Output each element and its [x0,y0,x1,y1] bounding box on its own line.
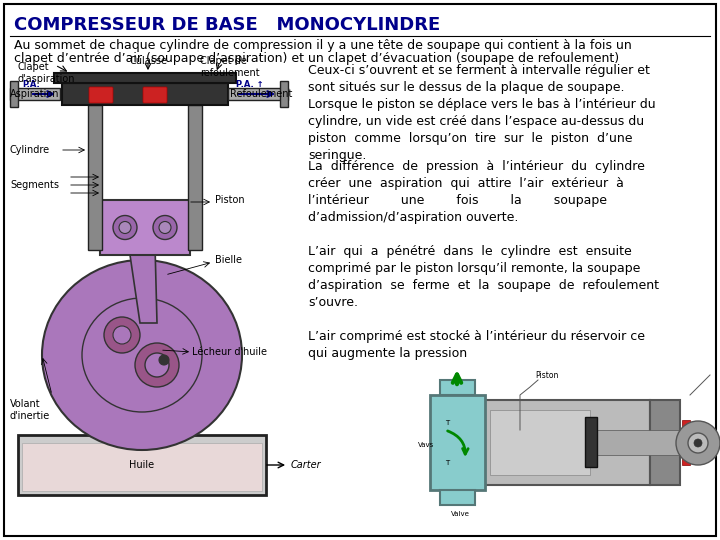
Bar [88,105,102,250]
Circle shape [119,221,131,233]
Circle shape [159,355,169,365]
Text: COMPRESSEUR DE BASE   MONOCYLINDRE: COMPRESSEUR DE BASE MONOCYLINDRE [14,16,440,34]
Text: Vavs: Vavs [418,442,434,448]
Bar [490,410,590,475]
Text: Aspiration: Aspiration [10,89,60,99]
Circle shape [159,221,171,233]
Circle shape [688,433,708,453]
Circle shape [135,343,179,387]
Text: Huile: Huile [130,460,155,470]
Circle shape [694,439,702,447]
Text: Clapet de
refoulement: Clapet de refoulement [200,56,260,78]
Bar [22,443,262,491]
Bar [280,81,288,107]
Text: Ceux-ci s’ouvrent et se ferment à intervalle régulier et
sont situés sur le dess: Ceux-ci s’ouvrent et se ferment à interv… [308,64,650,94]
Bar [480,400,650,485]
Bar [54,73,236,83]
Bar [10,81,18,107]
Text: Piston: Piston [535,371,559,380]
Text: Valve: Valve [451,511,469,517]
Bar [590,430,680,455]
Text: T: T [445,460,449,466]
Bar [100,200,190,255]
Text: Lorsque le piston se déplace vers le bas à l’intérieur du
cylindre, un vide est : Lorsque le piston se déplace vers le bas… [308,98,656,162]
Text: T: T [445,420,449,426]
Bar [62,83,228,105]
FancyBboxPatch shape [89,87,113,103]
Circle shape [113,215,137,240]
Text: Piston: Piston [215,195,245,205]
Circle shape [104,317,140,353]
Text: Refoulement: Refoulement [230,89,292,99]
Bar [440,380,475,395]
Text: P.A.: P.A. [22,80,40,89]
Text: L’air  qui  a  pénétré  dans  le  cylindre  est  ensuite
comprimé par le piston : L’air qui a pénétré dans le cylindre est… [308,245,659,309]
Bar [228,88,288,100]
Text: L’air comprimé est stocké à l’intérieur du réservoir ce
qui augmente la pression: L’air comprimé est stocké à l’intérieur … [308,330,645,360]
Text: Culasse: Culasse [129,56,167,66]
Circle shape [113,326,131,344]
Text: Cylindre: Cylindre [10,145,50,155]
Text: Au sommet de chaque cylindre de compression il y a une tête de soupape qui conti: Au sommet de chaque cylindre de compress… [14,39,631,52]
Text: Lécheur d'huile: Lécheur d'huile [192,347,267,357]
Circle shape [153,215,177,240]
Bar [585,417,597,467]
Bar [440,490,475,505]
Text: Volant
d'inertie: Volant d'inertie [10,399,50,421]
Circle shape [145,353,169,377]
Bar [650,400,680,485]
Text: Carter: Carter [291,460,322,470]
Text: Bielle: Bielle [215,255,242,265]
Text: clapet d’entrée d’air (soupape d’aspiration) et un clapet d’évacuation (soupape : clapet d’entrée d’air (soupape d’aspirat… [14,52,619,65]
Bar [18,435,266,495]
Bar [430,395,485,490]
Bar [188,105,202,250]
Text: P.A. ↑: P.A. ↑ [236,80,264,89]
Text: Segments: Segments [10,180,59,190]
FancyBboxPatch shape [143,87,167,103]
Text: La  différence  de  pression  à  l’intérieur  du  cylindre
créer  une  aspiratio: La différence de pression à l’intérieur … [308,160,645,224]
Bar [10,88,60,100]
Text: Clapet
d'aspiration: Clapet d'aspiration [18,62,76,84]
Bar [682,420,690,465]
Polygon shape [130,245,157,323]
Ellipse shape [42,260,242,450]
Circle shape [676,421,720,465]
